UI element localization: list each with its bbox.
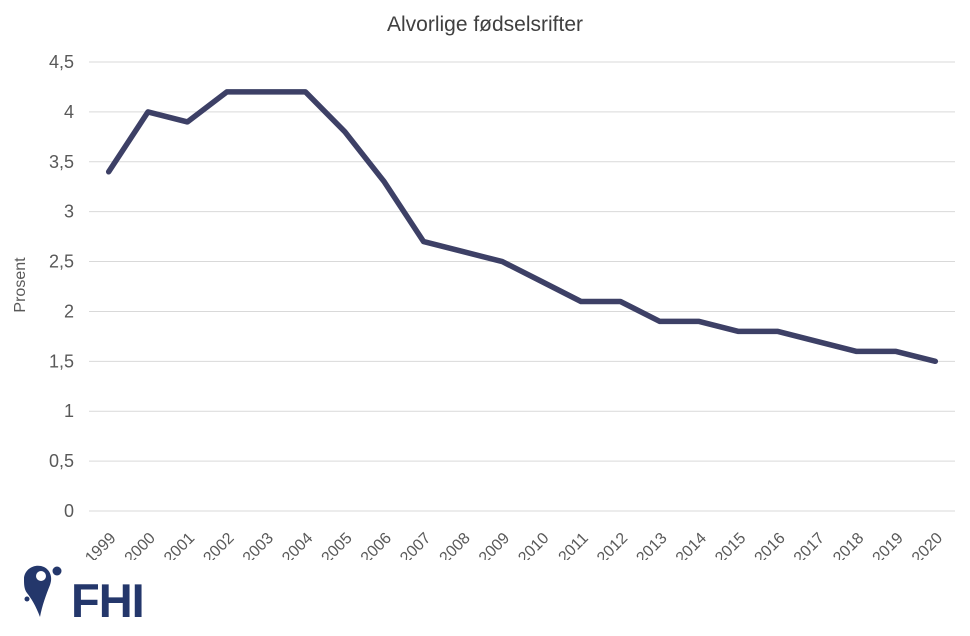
- logo-dot-small-1: [30, 590, 34, 594]
- x-tick-label: 2010: [515, 530, 552, 560]
- logo-head-dot: [52, 566, 62, 576]
- x-tick-label: 2009: [476, 530, 513, 560]
- x-tick-label: 2008: [437, 530, 474, 560]
- logo-hole: [36, 571, 46, 581]
- y-tick-label: 0: [64, 501, 74, 521]
- line-chart-plot-area: 0 0,5 1 1,5 2 2,5 3 3,5 4 4,5 1999 2000 2001 2002 2003…: [49, 52, 955, 560]
- x-tick-label: 2003: [240, 530, 277, 560]
- y-tick-label: 4: [64, 102, 74, 122]
- x-tick-label: 1999: [82, 530, 119, 560]
- x-tick-label: 2000: [122, 530, 159, 560]
- fhi-logo: FHI: [22, 563, 145, 627]
- x-tick-label: 2002: [200, 530, 237, 560]
- x-tick-label: 2019: [870, 530, 907, 560]
- y-tick-label: 2,5: [49, 252, 74, 272]
- fhi-logo-icon: [24, 565, 62, 617]
- x-tick-label: 2011: [556, 530, 592, 560]
- x-tick-label: 2017: [791, 530, 828, 560]
- x-tick-label: 2013: [633, 530, 670, 560]
- x-tick-label: 2014: [673, 530, 710, 560]
- y-tick-label: 1: [64, 401, 74, 421]
- x-tick-label: 2018: [830, 530, 867, 560]
- x-tick-label: 2007: [397, 530, 434, 560]
- y-tick-label: 0,5: [49, 451, 74, 471]
- x-tick-label: 2015: [712, 530, 749, 560]
- y-tick-label: 4,5: [49, 52, 74, 72]
- fhi-logo-text: FHI: [71, 574, 145, 627]
- y-tick-label: 2: [64, 301, 74, 321]
- x-tick-label: 2001: [161, 530, 198, 560]
- x-tick-label: 2004: [279, 530, 316, 560]
- x-tick-label: 2006: [358, 530, 395, 560]
- x-tick-label: 2005: [319, 530, 356, 560]
- data-line: [105, 89, 939, 365]
- chart-title: Alvorlige fødselsrifter: [386, 13, 584, 36]
- x-tick-label: 2020: [909, 530, 946, 560]
- y-tick-label: 3,5: [49, 152, 74, 172]
- y-tick-label: 1,5: [49, 351, 74, 371]
- logo-dot-small-2: [24, 596, 30, 602]
- x-tick-label: 2012: [594, 530, 631, 560]
- y-tick-label: 3: [64, 202, 74, 222]
- x-tick-label: 2016: [752, 530, 789, 560]
